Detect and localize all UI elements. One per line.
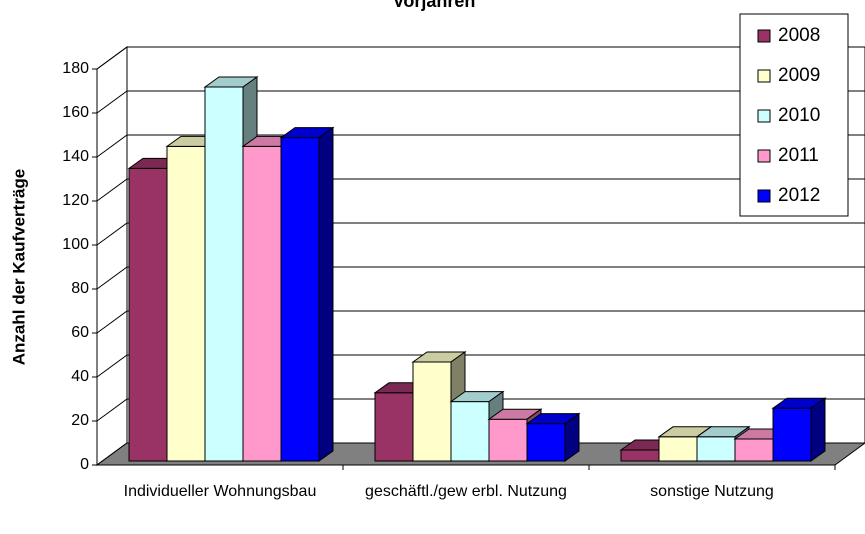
y-tick-label: 60 bbox=[71, 324, 89, 341]
y-tick-label: 0 bbox=[80, 456, 89, 473]
grid-line bbox=[96, 354, 865, 378]
bar-front bbox=[374, 392, 414, 462]
bar-front bbox=[128, 167, 168, 462]
bar-side bbox=[318, 126, 334, 462]
bar-front bbox=[204, 86, 244, 462]
bar bbox=[695, 425, 751, 462]
bar-front bbox=[412, 361, 452, 462]
x-tick-label: sonstige Nutzung bbox=[650, 483, 774, 500]
y-tick-label: 160 bbox=[62, 104, 89, 121]
grid-line bbox=[96, 310, 865, 334]
bar bbox=[771, 397, 827, 462]
y-tick-label: 20 bbox=[71, 412, 89, 429]
grid-line bbox=[96, 46, 865, 70]
bar-front bbox=[696, 436, 736, 462]
legend-swatch bbox=[757, 29, 771, 43]
y-axis-title: Anzahl der Kaufverträge bbox=[9, 169, 28, 366]
chart-title: Vorjahren bbox=[393, 0, 476, 11]
bar-front bbox=[734, 438, 774, 462]
grid-line bbox=[96, 222, 865, 246]
bar-front bbox=[242, 145, 282, 462]
bar-front bbox=[526, 423, 566, 462]
bar-front bbox=[658, 436, 698, 462]
legend-swatch bbox=[757, 69, 771, 83]
legend-swatch bbox=[757, 109, 771, 123]
grid-line bbox=[96, 398, 865, 422]
bar-front bbox=[280, 137, 320, 462]
y-tick-label: 180 bbox=[62, 60, 89, 77]
x-tick-label: geschäftl./gew erbl. Nutzung bbox=[365, 483, 567, 500]
grid-line bbox=[96, 266, 865, 290]
legend-label: 2010 bbox=[778, 105, 820, 126]
x-tick-label: Individueller Wohnungsbau bbox=[124, 483, 317, 500]
y-tick-label: 120 bbox=[62, 192, 89, 209]
grid-line bbox=[96, 90, 865, 114]
bar bbox=[279, 126, 335, 462]
bar-side bbox=[810, 397, 826, 462]
legend-label: 2012 bbox=[778, 185, 820, 206]
bar-front bbox=[488, 418, 528, 462]
legend-label: 2009 bbox=[778, 65, 820, 86]
bar-front bbox=[450, 401, 490, 462]
grid-line bbox=[96, 134, 865, 158]
legend: 2008 2009 2010 2011 2012 bbox=[739, 13, 849, 217]
y-tick-label: 80 bbox=[71, 280, 89, 297]
bar bbox=[525, 412, 581, 462]
legend-swatch bbox=[757, 149, 771, 163]
bar-front bbox=[166, 145, 206, 462]
y-tick-label: 140 bbox=[62, 148, 89, 165]
bar-side bbox=[564, 412, 580, 462]
bar-front bbox=[772, 407, 812, 462]
y-tick-label: 100 bbox=[62, 236, 89, 253]
legend-label: 2011 bbox=[778, 145, 819, 166]
legend-label: 2008 bbox=[778, 25, 820, 46]
y-tick-label: 40 bbox=[71, 368, 89, 385]
legend-swatch bbox=[757, 189, 771, 203]
bar-front bbox=[620, 449, 660, 462]
grid-line bbox=[96, 178, 865, 202]
legend-box bbox=[739, 13, 849, 217]
